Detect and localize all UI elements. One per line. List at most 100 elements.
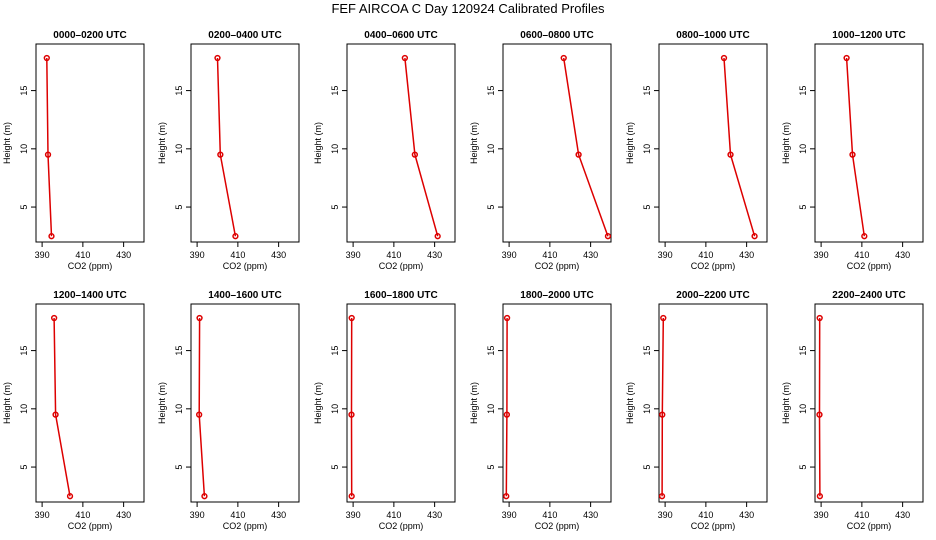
plot-frame (346, 43, 456, 243)
y-tick-label: 10 (486, 144, 496, 154)
x-tick-label: 410 (542, 510, 557, 520)
y-tick-label: 10 (486, 404, 496, 414)
y-axis-label: Height (m) (2, 122, 12, 164)
x-tick-label: 430 (739, 510, 754, 520)
profile-line (46, 57, 53, 237)
profile-line (404, 57, 439, 237)
panel-8: 1600–1800 UTC 390 410 430 5 10 15 CO2 (ppm) Heig… (313, 290, 456, 531)
y-axis-label: Height (m) (2, 382, 12, 424)
data-point (66, 493, 74, 500)
profile-line (723, 57, 756, 237)
data-point (660, 314, 667, 322)
panel-title: 1400–1600 UTC (208, 290, 281, 301)
y-tick-label: 5 (642, 205, 652, 210)
x-tick-label: 430 (895, 250, 910, 260)
data-point (44, 151, 52, 158)
y-tick-label: 5 (798, 465, 808, 470)
y-tick-label: 10 (642, 404, 652, 414)
x-tick-label: 390 (658, 250, 673, 260)
data-point (658, 493, 666, 500)
data-point (659, 411, 666, 418)
y-tick-label: 5 (486, 205, 496, 210)
data-point (604, 233, 612, 240)
profile-line (505, 317, 508, 497)
x-tick-label: 390 (35, 510, 50, 520)
panel-3: 0600–0800 UTC 390 410 430 5 10 15 CO2 (ppm) Heig… (469, 30, 612, 271)
x-tick-label: 410 (542, 250, 557, 260)
panel-title: 0000–0200 UTC (53, 30, 126, 41)
profile-line (562, 57, 609, 237)
x-axis-label: CO2 (ppm) (691, 521, 736, 531)
plot-frame (190, 303, 300, 503)
data-point (348, 314, 355, 322)
y-tick-label: 15 (174, 86, 184, 96)
x-axis-label: CO2 (ppm) (847, 521, 892, 531)
x-axis-label: CO2 (ppm) (223, 521, 268, 531)
panel-9: 1800–2000 UTC 390 410 430 5 10 15 CO2 (ppm) Heig… (469, 290, 612, 531)
y-tick-label: 10 (642, 144, 652, 154)
x-tick-label: 410 (230, 510, 245, 520)
y-tick-label: 5 (174, 205, 184, 210)
y-tick-label: 10 (330, 404, 340, 414)
y-tick-label: 10 (330, 144, 340, 154)
x-tick-label: 390 (346, 510, 361, 520)
y-tick-label: 15 (486, 346, 496, 356)
x-tick-label: 410 (854, 250, 869, 260)
data-point (48, 233, 55, 240)
y-tick-label: 5 (330, 205, 340, 210)
x-axis-label: CO2 (ppm) (68, 261, 113, 271)
y-tick-label: 15 (174, 346, 184, 356)
x-tick-label: 410 (75, 250, 90, 260)
data-point (849, 151, 856, 158)
x-tick-label: 430 (427, 250, 442, 260)
y-axis-label: Height (m) (313, 382, 323, 424)
data-point (727, 151, 734, 158)
x-tick-label: 430 (583, 510, 598, 520)
x-axis-label: CO2 (ppm) (535, 261, 580, 271)
profile-line (198, 317, 206, 497)
y-tick-label: 10 (174, 404, 184, 414)
data-point (201, 493, 208, 500)
y-axis-label: Height (m) (469, 382, 479, 424)
x-tick-label: 390 (502, 510, 517, 520)
x-tick-label: 410 (386, 250, 401, 260)
panel-title: 1200–1400 UTC (53, 290, 126, 301)
x-tick-label: 410 (386, 510, 401, 520)
plot-frame (502, 43, 612, 243)
y-tick-label: 15 (19, 86, 29, 96)
panel-5: 1000–1200 UTC 390 410 430 5 10 15 CO2 (ppm) Heig… (781, 30, 924, 271)
profile-line (845, 57, 866, 237)
panel-title: 0800–1000 UTC (676, 30, 749, 41)
y-axis-label: Height (m) (781, 382, 791, 424)
data-point (816, 493, 824, 500)
panel-0: 0000–0200 UTC 390 410 430 5 10 15 CO2 (ppm) Heig… (2, 30, 145, 271)
y-tick-label: 5 (486, 465, 496, 470)
x-tick-label: 430 (895, 510, 910, 520)
x-tick-label: 430 (739, 250, 754, 260)
panel-7: 1400–1600 UTC 390 410 430 5 10 15 CO2 (ppm) Heig… (157, 290, 300, 531)
data-point (348, 411, 355, 418)
data-point (861, 233, 868, 240)
data-point (401, 54, 409, 62)
plot-frame (814, 303, 924, 503)
y-axis-label: Height (m) (625, 122, 635, 164)
data-point (816, 411, 823, 418)
panel-title: 2200–2400 UTC (832, 290, 905, 301)
panel-title: 1600–1800 UTC (364, 290, 437, 301)
y-axis-label: Height (m) (313, 122, 323, 164)
y-tick-label: 5 (174, 465, 184, 470)
x-tick-label: 430 (271, 510, 286, 520)
panel-1: 0200–0400 UTC 390 410 430 5 10 15 CO2 (ppm) Heig… (157, 30, 300, 271)
data-point (52, 411, 59, 418)
y-tick-label: 10 (174, 144, 184, 154)
x-tick-label: 410 (75, 510, 90, 520)
profile-line (53, 317, 71, 497)
y-tick-label: 15 (486, 86, 496, 96)
y-axis-label: Height (m) (157, 382, 167, 424)
y-tick-label: 5 (19, 465, 29, 470)
x-axis-label: CO2 (ppm) (691, 261, 736, 271)
data-point (503, 411, 511, 418)
x-tick-label: 390 (502, 250, 517, 260)
x-tick-label: 410 (230, 250, 245, 260)
